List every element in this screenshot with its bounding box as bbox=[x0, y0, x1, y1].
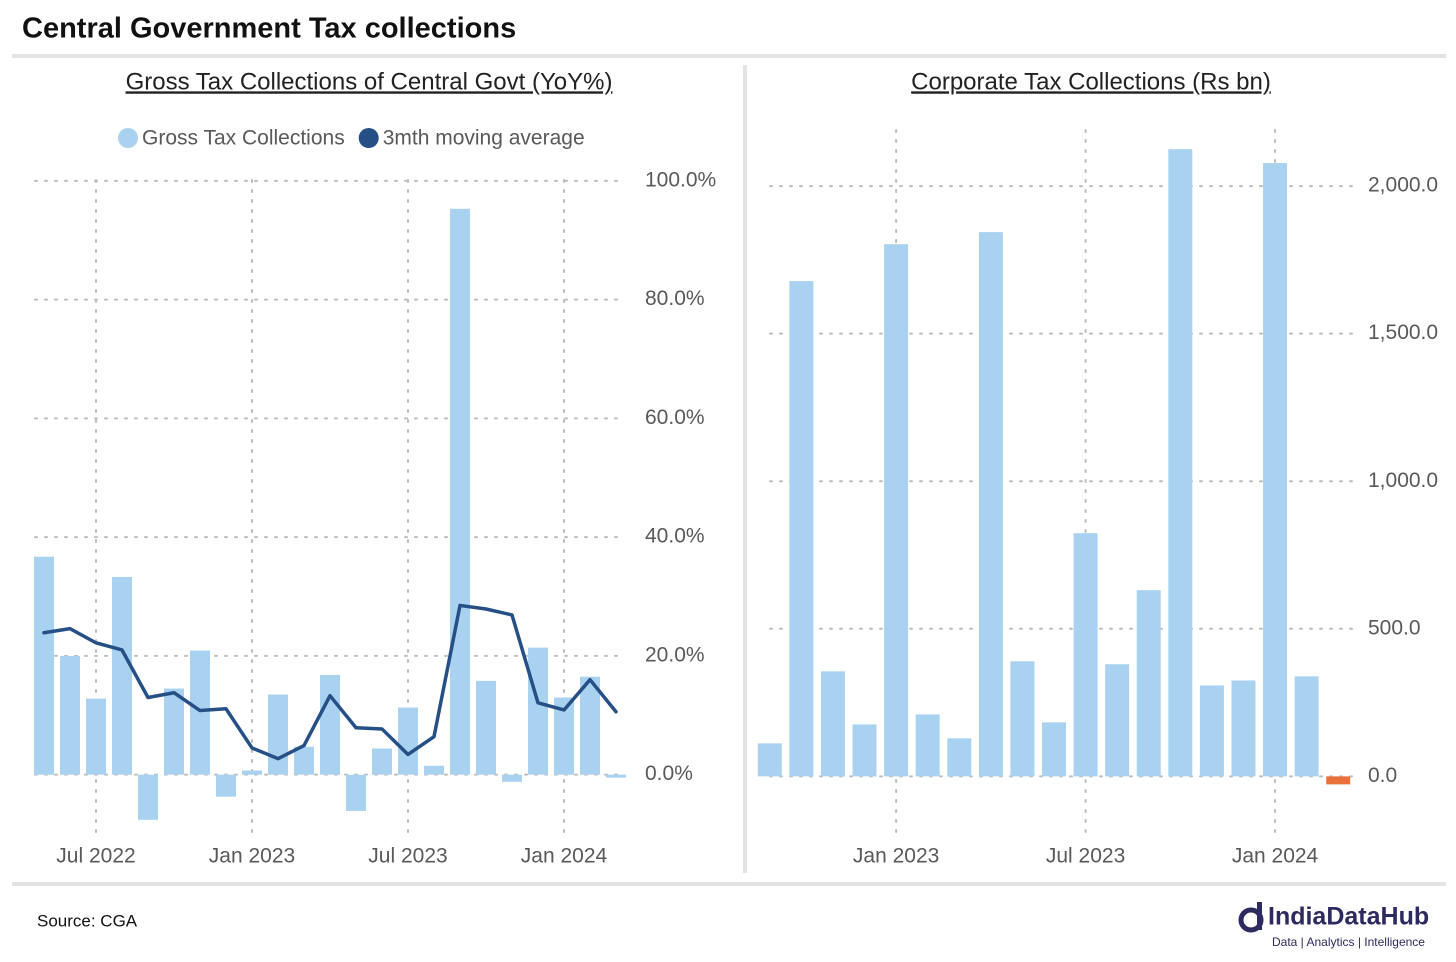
bar bbox=[1294, 676, 1319, 777]
bar bbox=[1105, 664, 1130, 777]
x-tick-label: Jan 2023 bbox=[853, 845, 939, 868]
y-tick-label: 20.0% bbox=[645, 643, 705, 666]
y-tick-label: 60.0% bbox=[645, 406, 705, 429]
bar bbox=[242, 770, 262, 775]
logo-name: IndiaDataHub bbox=[1268, 903, 1429, 931]
bar bbox=[294, 746, 314, 775]
bar bbox=[138, 774, 158, 820]
bar bbox=[1326, 776, 1351, 785]
bar bbox=[789, 281, 814, 777]
y-tick-label: 1,000.0 bbox=[1368, 469, 1438, 492]
bar bbox=[606, 774, 626, 778]
bar bbox=[978, 232, 1003, 777]
y-tick-label: 80.0% bbox=[645, 287, 705, 310]
bar bbox=[216, 774, 236, 797]
logo: IndiaDataHub Data | Analytics | Intellig… bbox=[1238, 902, 1429, 949]
logo-tagline: Data | Analytics | Intelligence bbox=[1272, 935, 1425, 949]
x-tick-label: Jul 2022 bbox=[56, 845, 135, 868]
bar bbox=[112, 576, 132, 775]
chart-title: Gross Tax Collections of Central Govt (Y… bbox=[126, 68, 613, 95]
y-tick-label: 2,000.0 bbox=[1368, 174, 1438, 197]
legend-swatch bbox=[118, 128, 138, 148]
bar bbox=[852, 724, 877, 777]
chart: Corporate Tax Collections (Rs bn) 0.0 500.… bbox=[757, 68, 1438, 868]
page-title: Central Government Tax collections bbox=[22, 13, 516, 45]
legend-label: Gross Tax Collections bbox=[142, 127, 345, 150]
bar bbox=[528, 647, 548, 775]
y-tick-label: 500.0 bbox=[1368, 616, 1421, 639]
y-tick-label: 0.0% bbox=[645, 762, 693, 785]
bar bbox=[346, 774, 366, 811]
legend-swatch bbox=[358, 128, 379, 148]
bar bbox=[820, 671, 845, 777]
bar bbox=[502, 774, 522, 782]
bar bbox=[1136, 590, 1161, 777]
bar bbox=[1263, 163, 1288, 777]
bar bbox=[1010, 661, 1035, 777]
top-rule bbox=[12, 54, 1446, 58]
bar bbox=[476, 680, 496, 775]
x-tick-label: Jul 2023 bbox=[368, 845, 447, 868]
bar bbox=[164, 688, 184, 775]
bar bbox=[398, 707, 418, 775]
chart: Gross Tax Collections of Central Govt (Y… bbox=[34, 68, 716, 868]
bar bbox=[190, 650, 210, 775]
x-tick-label: Jan 2024 bbox=[521, 845, 608, 868]
legend-label: 3mth moving average bbox=[383, 127, 585, 150]
bar bbox=[268, 694, 288, 775]
divider bbox=[743, 65, 747, 873]
y-tick-label: 100.0% bbox=[645, 168, 716, 191]
bar bbox=[915, 714, 940, 777]
bar bbox=[1073, 533, 1098, 777]
line bbox=[42, 603, 618, 761]
bar bbox=[1168, 149, 1193, 777]
chart-title: Corporate Tax Collections (Rs bn) bbox=[911, 68, 1271, 95]
bar bbox=[86, 698, 106, 775]
bar bbox=[1042, 722, 1066, 777]
bar bbox=[320, 674, 340, 775]
x-tick-label: Jan 2023 bbox=[209, 845, 295, 868]
bar bbox=[757, 743, 782, 777]
y-tick-label: 40.0% bbox=[645, 525, 705, 548]
bottom-rule bbox=[12, 882, 1446, 886]
bar bbox=[34, 556, 54, 775]
bar bbox=[450, 208, 470, 775]
bar bbox=[580, 676, 600, 775]
x-tick-label: Jan 2024 bbox=[1232, 845, 1319, 868]
bar bbox=[1231, 680, 1256, 777]
y-tick-label: 1,500.0 bbox=[1368, 321, 1438, 344]
x-tick-label: Jul 2023 bbox=[1046, 845, 1125, 868]
bar bbox=[60, 655, 80, 775]
bar bbox=[884, 244, 909, 777]
bar bbox=[1199, 685, 1224, 777]
bar bbox=[372, 748, 392, 775]
bar bbox=[424, 765, 444, 775]
bar bbox=[554, 697, 574, 775]
bar bbox=[947, 738, 972, 777]
y-tick-label: 0.0 bbox=[1368, 764, 1397, 787]
logo-icon bbox=[1257, 902, 1262, 930]
source: Source: CGA bbox=[37, 911, 138, 930]
